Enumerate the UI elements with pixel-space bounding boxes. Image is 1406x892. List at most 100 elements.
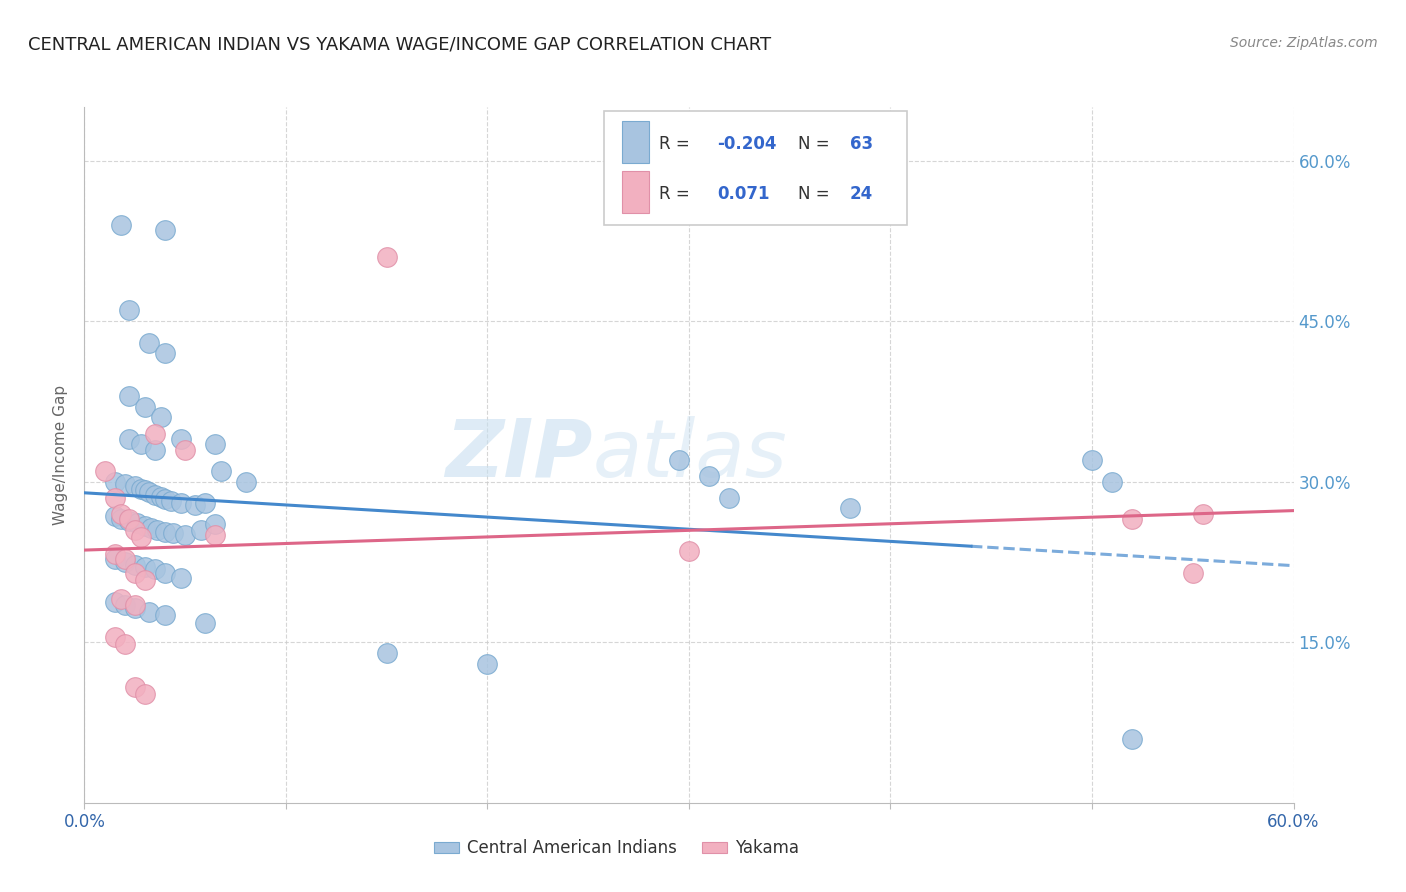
FancyBboxPatch shape [623,171,650,212]
Point [129,437,152,451]
Text: atlas: atlas [592,416,787,494]
Point [160,494,183,508]
Text: CENTRAL AMERICAN INDIAN VS YAKAMA WAGE/INCOME GAP CORRELATION CHART: CENTRAL AMERICAN INDIAN VS YAKAMA WAGE/I… [28,36,772,54]
Point [124,523,146,537]
Text: 24: 24 [849,185,873,202]
Point [174,442,197,457]
Point [1181,566,1204,580]
Point [114,555,136,569]
Point [118,514,141,528]
Point [1121,512,1143,526]
Point [110,218,132,232]
Point [149,490,172,504]
Point [153,491,176,506]
Point [204,528,226,542]
Point [1101,475,1123,489]
Text: R =: R = [659,136,695,153]
Legend: Central American Indians, Yakama: Central American Indians, Yakama [427,833,806,864]
Point [839,501,862,516]
Text: ZIP: ZIP [444,416,592,494]
Y-axis label: Wage/Income Gap: Wage/Income Gap [53,384,69,525]
Point [118,432,141,446]
Point [146,523,169,537]
Point [124,680,146,694]
Point [143,426,166,441]
Point [153,346,176,360]
Point [134,400,156,414]
Point [118,512,141,526]
Point [139,521,162,535]
Point [209,464,232,478]
Point [153,223,176,237]
Point [134,687,156,701]
Point [129,482,152,496]
Point [114,598,136,612]
Point [118,389,141,403]
Point [114,476,136,491]
Point [194,496,217,510]
Point [477,657,499,671]
Point [1192,507,1215,521]
Text: 63: 63 [849,136,873,153]
Point [697,469,720,483]
Point [174,528,197,542]
Point [235,475,257,489]
Point [124,558,146,573]
Text: -0.204: -0.204 [717,136,776,153]
Point [138,485,160,500]
Point [125,516,148,531]
Point [104,548,127,562]
Point [124,598,146,612]
Point [194,615,217,630]
Point [143,442,166,457]
Text: N =: N = [797,136,835,153]
Text: N =: N = [797,185,835,202]
Point [110,592,132,607]
Point [124,566,146,580]
Point [170,571,193,585]
Point [104,475,127,489]
Point [124,479,146,493]
Point [1121,731,1143,746]
Point [138,605,160,619]
FancyBboxPatch shape [623,121,650,163]
Point [129,530,152,544]
Point [114,551,136,566]
Point [134,573,156,587]
Point [1081,453,1104,467]
Point [678,544,700,558]
Point [118,303,141,318]
Text: R =: R = [659,185,695,202]
Point [162,526,184,541]
Point [110,512,132,526]
Point [93,464,115,478]
Point [104,551,127,566]
Point [170,432,193,446]
Point [138,335,160,350]
Point [375,250,398,264]
Point [668,453,690,467]
Point [134,518,156,533]
Point [104,491,127,505]
Point [124,601,146,615]
Point [149,410,172,425]
Point [104,594,127,608]
Point [134,483,156,498]
Point [104,508,127,523]
Point [153,524,176,539]
Point [134,560,156,574]
Text: Source: ZipAtlas.com: Source: ZipAtlas.com [1230,36,1378,50]
Point [170,496,193,510]
Point [143,487,166,501]
Point [104,630,127,644]
Point [143,562,166,576]
Point [114,637,136,651]
Point [204,437,226,451]
Point [110,507,132,521]
Point [153,566,176,580]
Point [718,491,741,505]
FancyBboxPatch shape [605,111,907,226]
Point [184,498,207,512]
Point [190,523,212,537]
Point [153,608,176,623]
